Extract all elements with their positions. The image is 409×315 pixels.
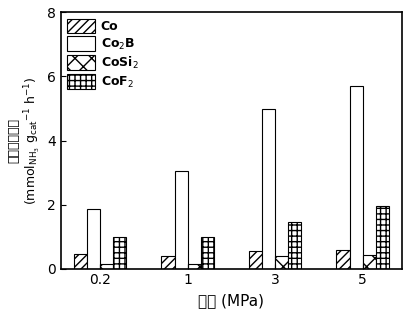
Bar (350, 86, 363, 269)
Bar (74, 254, 87, 269)
Bar (337, 250, 350, 269)
X-axis label: 压力 (MPa): 压力 (MPa) (198, 293, 265, 308)
Bar (376, 206, 389, 269)
Bar (162, 256, 175, 269)
Y-axis label: 氨气生成速率
(mmol$_{\mathregular{NH_3}}$ g$_{\mathregular{cat}}$$^{-1}$ h$^{-1}$): 氨气生成速率 (mmol$_{\mathregular{NH_3}}$ g$_{… (7, 76, 43, 205)
Bar (262, 108, 275, 269)
Legend: Co, Co$_2$B, CoSi$_2$, CoF$_2$: Co, Co$_2$B, CoSi$_2$, CoF$_2$ (65, 16, 141, 92)
Bar (249, 251, 262, 269)
Bar (100, 264, 113, 269)
Bar (363, 255, 376, 269)
Bar (113, 237, 126, 269)
Bar (288, 222, 301, 269)
Bar (275, 256, 288, 269)
Bar (175, 171, 188, 269)
Bar (87, 209, 100, 269)
Bar (188, 265, 201, 269)
Bar (201, 237, 214, 269)
